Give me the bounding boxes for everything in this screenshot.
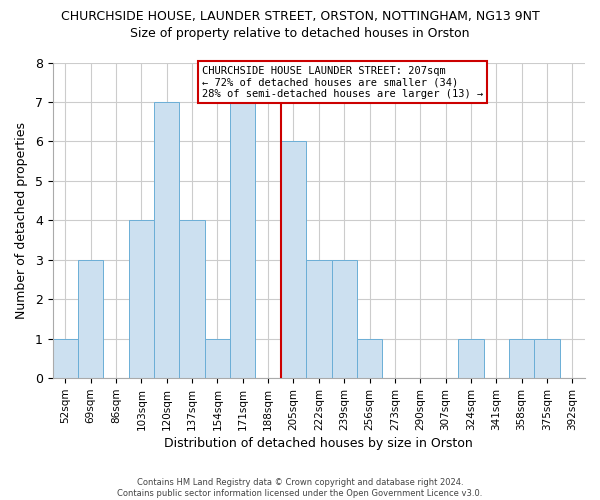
Bar xyxy=(332,260,357,378)
Text: Size of property relative to detached houses in Orston: Size of property relative to detached ho… xyxy=(130,28,470,40)
Bar xyxy=(78,260,103,378)
Text: CHURCHSIDE HOUSE LAUNDER STREET: 207sqm
← 72% of detached houses are smaller (34: CHURCHSIDE HOUSE LAUNDER STREET: 207sqm … xyxy=(202,66,483,99)
Bar xyxy=(154,102,179,378)
Bar xyxy=(535,338,560,378)
Bar xyxy=(306,260,332,378)
Y-axis label: Number of detached properties: Number of detached properties xyxy=(15,122,28,319)
Bar xyxy=(281,142,306,378)
Bar xyxy=(230,102,256,378)
Text: CHURCHSIDE HOUSE, LAUNDER STREET, ORSTON, NOTTINGHAM, NG13 9NT: CHURCHSIDE HOUSE, LAUNDER STREET, ORSTON… xyxy=(61,10,539,23)
Bar xyxy=(509,338,535,378)
Bar xyxy=(458,338,484,378)
Bar xyxy=(357,338,382,378)
Bar xyxy=(53,338,78,378)
Bar xyxy=(129,220,154,378)
Bar xyxy=(205,338,230,378)
Bar xyxy=(179,220,205,378)
Text: Contains HM Land Registry data © Crown copyright and database right 2024.
Contai: Contains HM Land Registry data © Crown c… xyxy=(118,478,482,498)
X-axis label: Distribution of detached houses by size in Orston: Distribution of detached houses by size … xyxy=(164,437,473,450)
